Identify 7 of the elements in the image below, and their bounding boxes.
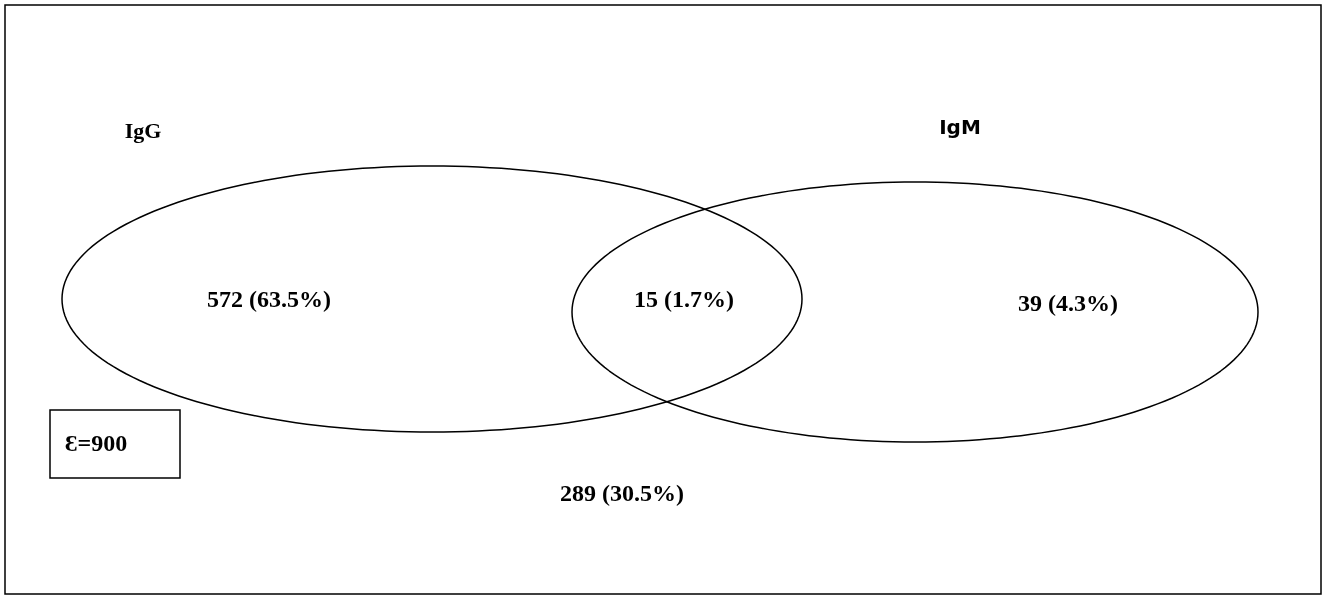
text: IgG [124,118,162,143]
text: IgM [939,115,981,139]
data-label: 39 (4.3%) [1018,290,1118,316]
data-label: 572 (63.5%) [207,286,331,312]
data-label: 289 (30.5%) [560,480,684,506]
data-label: 15 (1.7%) [634,286,734,312]
text: Ɛ=900 [64,430,128,456]
